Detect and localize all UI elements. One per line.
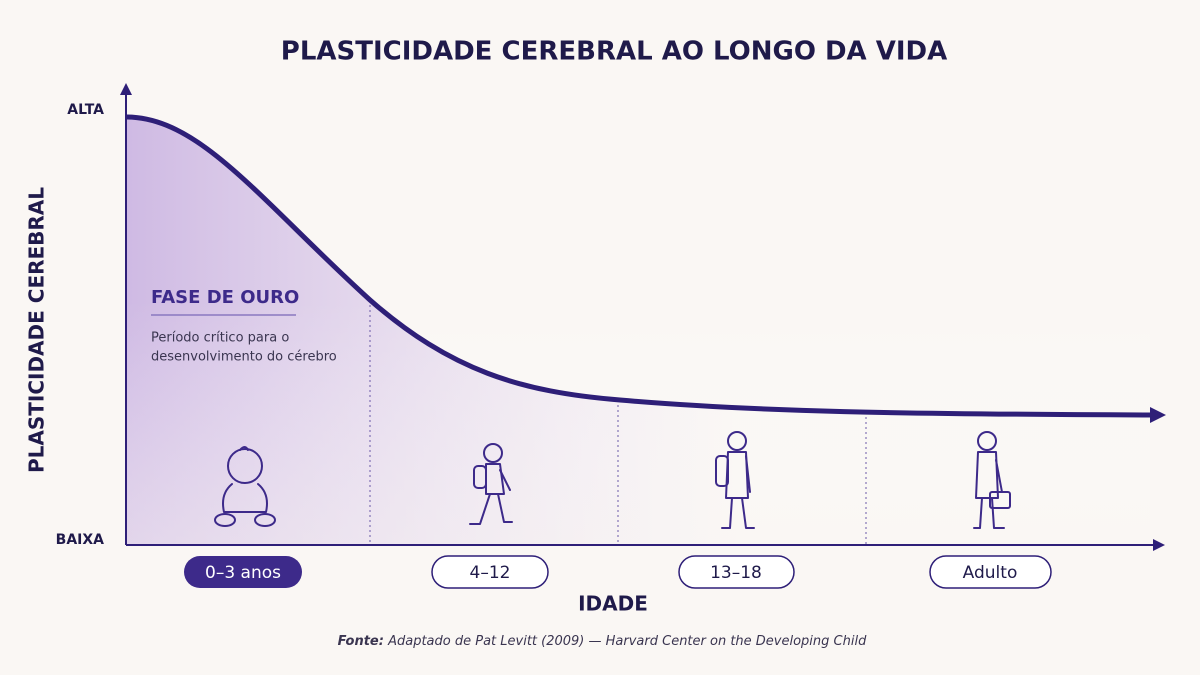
stage-label: 13–18: [710, 563, 762, 583]
stage-label: 0–3 anos: [205, 563, 281, 583]
source-text: Adaptado de Pat Levitt (2009) — Harvard …: [387, 634, 867, 649]
y-arrow: [120, 83, 132, 95]
teen-icon: [715, 431, 755, 529]
y-low: BAIXA: [56, 532, 105, 548]
stage-pill: [184, 556, 302, 588]
stage-label: 4–12: [470, 563, 511, 583]
y-high: ALTA: [67, 102, 104, 118]
source: Fonte: Adaptado de Pat Levitt (2009) — H…: [338, 634, 867, 649]
x-arrow: [1153, 539, 1165, 551]
curve-arrow: [1150, 407, 1166, 423]
title: PLASTICIDADE CEREBRAL AO LONGO DA VIDA: [281, 37, 947, 67]
stage-pill: [929, 555, 1052, 589]
adult-icon: [973, 431, 1011, 529]
stage-pill: [678, 555, 795, 589]
source-prefix: Fonte:: [338, 634, 384, 649]
callout-line: Período crítico para o: [151, 331, 289, 346]
callout-title: FASE DE OURO: [151, 287, 299, 308]
curve: [125, 114, 1153, 418]
stages: 0–3 anos 4–12 13–18 Adulto: [184, 555, 1052, 589]
child-icon: [469, 443, 513, 525]
baby-icon: [214, 446, 276, 527]
callout-line: desenvolvimento do cérebro: [151, 350, 337, 365]
stage-pill: [431, 555, 549, 589]
dividers: [369, 300, 867, 545]
y-label: PLASTICIDADE CEREBRAL: [25, 187, 49, 473]
stage-label: Adulto: [963, 563, 1018, 583]
fade: [126, 300, 1150, 545]
x-label: IDADE: [578, 592, 648, 616]
